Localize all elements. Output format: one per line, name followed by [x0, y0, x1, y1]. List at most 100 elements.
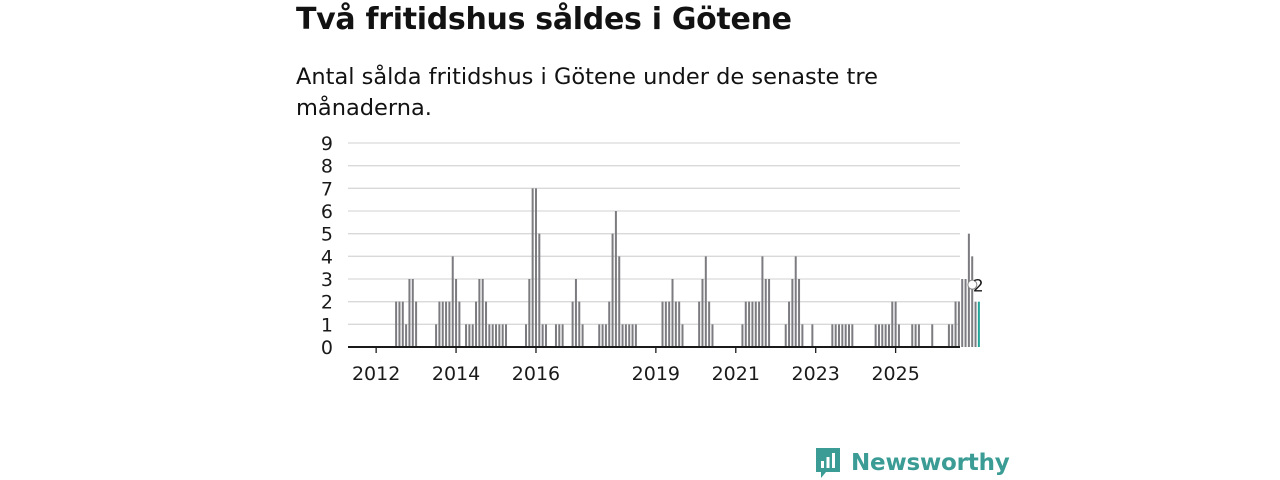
- bar: [544, 324, 547, 347]
- y-tick-label: 1: [321, 314, 333, 336]
- bar: [441, 301, 444, 347]
- bar: [961, 279, 964, 347]
- y-tick-label: 4: [321, 246, 333, 268]
- bar: [475, 301, 478, 347]
- bar: [438, 301, 441, 347]
- bar: [851, 324, 854, 347]
- bar: [408, 279, 411, 347]
- bar: [445, 301, 448, 347]
- bar: [894, 301, 897, 347]
- bar: [415, 301, 418, 347]
- y-tick-label: 3: [321, 269, 333, 291]
- bar: [661, 301, 664, 347]
- bar: [395, 301, 398, 347]
- bar: [834, 324, 837, 347]
- bar: [917, 324, 920, 347]
- bar: [478, 279, 481, 347]
- newsworthy-logo: Newsworthy: [814, 446, 1010, 480]
- bar: [801, 324, 804, 347]
- bar: [481, 279, 484, 347]
- bar: [881, 324, 884, 347]
- bar: [538, 233, 541, 347]
- bar: [664, 301, 667, 347]
- bar: [458, 301, 461, 347]
- annotations: 2: [967, 277, 984, 297]
- bar: [838, 324, 841, 347]
- bar: [574, 279, 577, 347]
- bar: [887, 324, 890, 347]
- x-tick-label: 2014: [432, 363, 480, 385]
- bar: [974, 301, 977, 347]
- bar: [794, 256, 797, 347]
- bar: [681, 324, 684, 347]
- bar: [758, 301, 761, 347]
- bar: [971, 256, 974, 347]
- x-tick-label: 2019: [632, 363, 680, 385]
- bar: [401, 301, 404, 347]
- chart-title: Två fritidshus såldes i Götene: [296, 2, 792, 37]
- bar: [811, 324, 814, 347]
- bar: [891, 301, 894, 347]
- bar: [674, 301, 677, 347]
- bar: [618, 256, 621, 347]
- bar: [451, 256, 454, 347]
- y-tick-label: 9: [321, 133, 333, 155]
- bar: [405, 324, 408, 347]
- bar: [947, 324, 950, 347]
- newsworthy-logo-text: Newsworthy: [851, 450, 1010, 476]
- bar: [874, 324, 877, 347]
- bar: [741, 324, 744, 347]
- bar: [698, 301, 701, 347]
- bar: [608, 301, 611, 347]
- bar: [528, 279, 531, 347]
- bar: [524, 324, 527, 347]
- bar: [435, 324, 438, 347]
- bar: [844, 324, 847, 347]
- grid-lines: [348, 142, 960, 325]
- bar: [791, 279, 794, 347]
- bar: [611, 233, 614, 347]
- bar: [578, 301, 581, 347]
- bar: [601, 324, 604, 347]
- bar: [631, 324, 634, 347]
- bar: [561, 324, 564, 347]
- y-tick-label: 2: [321, 292, 333, 314]
- bar: [468, 324, 471, 347]
- x-axis-labels: 2012 2014 2016 2019 2021 2023 2025: [352, 347, 920, 385]
- bar: [711, 324, 714, 347]
- bar: [541, 324, 544, 347]
- bar: [671, 279, 674, 347]
- bar: [914, 324, 917, 347]
- bar: [448, 301, 451, 347]
- bar: [744, 301, 747, 347]
- bar: [957, 301, 960, 347]
- x-tick-label: 2016: [512, 363, 560, 385]
- bar: [701, 279, 704, 347]
- bar: [411, 279, 414, 347]
- bar: [768, 279, 771, 347]
- highlight-value-label: 2: [973, 277, 984, 297]
- bar: [751, 301, 754, 347]
- bar: [764, 279, 767, 347]
- newsworthy-logo-icon: [816, 448, 840, 478]
- y-tick-label: 6: [321, 201, 333, 223]
- bar: [554, 324, 557, 347]
- bar: [668, 301, 671, 347]
- x-tick-label: 2021: [712, 363, 760, 385]
- bar: [465, 324, 468, 347]
- y-tick-label: 8: [321, 156, 333, 178]
- bar: [678, 301, 681, 347]
- bar: [491, 324, 494, 347]
- highlight-marker: [967, 279, 978, 290]
- bar: [754, 301, 757, 347]
- bar: [877, 324, 880, 347]
- y-tick-label: 7: [321, 178, 333, 200]
- bar: [485, 301, 488, 347]
- bar: [788, 301, 791, 347]
- bar: [495, 324, 498, 347]
- bar: [848, 324, 850, 347]
- bars: [395, 188, 980, 347]
- bar: [498, 324, 501, 347]
- bar: [931, 324, 934, 347]
